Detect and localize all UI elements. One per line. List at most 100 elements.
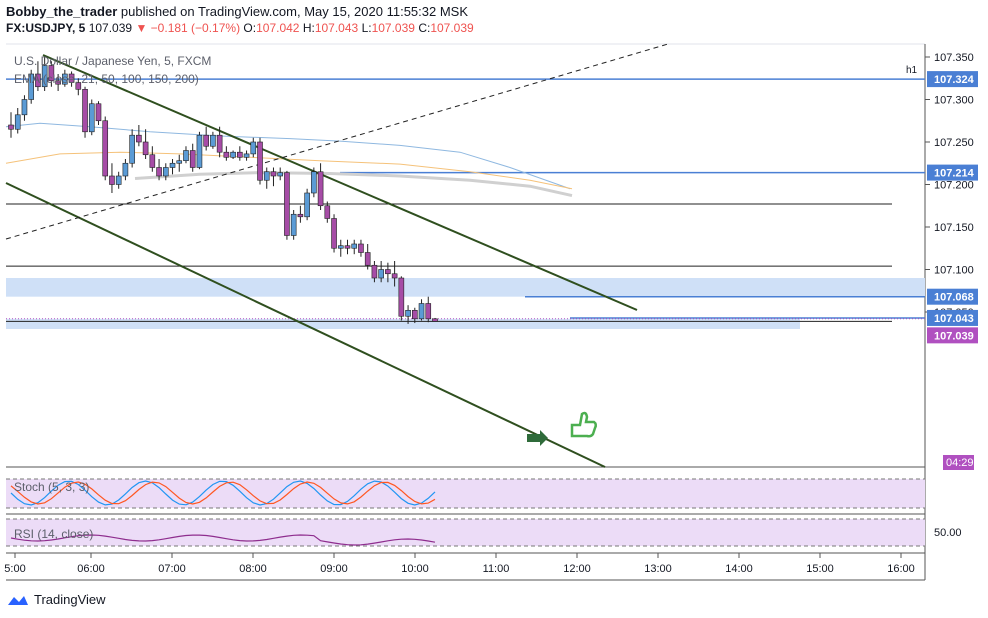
x-tick-label-2: 07:00 <box>158 563 186 575</box>
oscillator-backgrounds <box>6 478 925 547</box>
rsi-legend[interactable]: RSI (14, close) <box>14 527 94 541</box>
low-label: L: <box>361 21 372 35</box>
close-label: C: <box>418 21 431 35</box>
stoch-band <box>6 479 925 508</box>
candle-body-14 <box>102 120 109 177</box>
candle-body-35 <box>243 153 250 158</box>
tradingview-logo[interactable]: TradingView <box>6 592 106 607</box>
candle-body-47 <box>324 205 331 219</box>
dashed-trendline <box>5 43 669 240</box>
candle-body-57 <box>391 273 398 279</box>
candle-body-32 <box>223 151 230 158</box>
candle-body-63 <box>432 318 438 322</box>
thumbs-up-icon <box>570 411 598 438</box>
x-tick-label-8: 13:00 <box>644 563 672 575</box>
price-label-3: 107.043 <box>934 313 974 325</box>
trend-channel[interactable] <box>5 43 669 468</box>
candle-body-36 <box>250 141 257 155</box>
y-axis[interactable]: 107.350 107.300 107.250 107.200 107.150 107.1… <box>906 52 978 539</box>
author-name[interactable]: Bobby_the_trader <box>6 4 118 19</box>
y-tick-label-2: 107.250 <box>934 137 974 149</box>
candle-body-40 <box>277 172 284 177</box>
rsi-tick-label: 50.00 <box>934 527 962 539</box>
candle-body-33 <box>230 151 236 158</box>
candle-body-49 <box>337 245 344 249</box>
candle-body-4 <box>35 73 41 88</box>
candle-body-15 <box>109 175 115 185</box>
countdown-bg <box>943 455 974 470</box>
candle-body-6 <box>48 65 55 82</box>
low-value: 107.039 <box>371 21 415 35</box>
x-tick-label-7: 12:00 <box>563 563 591 575</box>
candle-body-26 <box>183 150 189 161</box>
candle-body-21 <box>149 154 156 168</box>
candle-body-24 <box>169 162 176 168</box>
price-label-4: 107.039 <box>934 330 974 342</box>
candle-body-61 <box>418 303 425 320</box>
channel-upper <box>42 54 638 311</box>
candle-body-39 <box>270 171 277 177</box>
ema-gray <box>134 171 573 198</box>
high-label: H: <box>302 21 315 35</box>
candles <box>8 57 438 324</box>
candle-body-0 <box>8 124 14 130</box>
candle-body-44 <box>304 192 310 218</box>
candle-body-52 <box>358 243 364 253</box>
x-tick-label-4: 09:00 <box>320 563 348 575</box>
chart-frame <box>6 43 926 581</box>
candle-body-18 <box>129 134 135 164</box>
y-tick-label-1: 107.300 <box>934 95 974 107</box>
candle-body-20 <box>142 141 149 156</box>
candle-body-62 <box>425 303 432 320</box>
price-label-0: 107.324 <box>934 74 975 86</box>
candle-body-45 <box>311 171 317 194</box>
last-price: 107.039 <box>88 21 133 35</box>
price-label-bg-1 <box>927 164 978 181</box>
ema-legend[interactable]: EMA (close, 21, 50, 100, 150, 200) <box>14 72 199 86</box>
y-tick-label-4: 107.150 <box>934 222 974 234</box>
price-label-2: 107.068 <box>934 292 974 304</box>
zone-0 <box>6 278 925 297</box>
open-label: O: <box>243 21 257 35</box>
y-tick-label-3: 107.200 <box>934 180 974 192</box>
x-tick-label-5: 10:00 <box>401 563 429 575</box>
candle-body-28 <box>196 134 203 168</box>
candle-body-23 <box>162 167 169 177</box>
candle-body-2 <box>21 99 28 116</box>
candle-body-5 <box>41 65 48 88</box>
candle-body-1 <box>14 114 21 130</box>
x-tick-label-3: 08:00 <box>239 563 267 575</box>
candle-body-60 <box>411 309 418 320</box>
stoch-legend[interactable]: Stoch (5, 3, 3) <box>14 480 90 494</box>
y-tick-label-0: 107.350 <box>934 52 974 64</box>
x-axis[interactable]: 5:00 06:00 07:00 08:00 09:00 10:00 11:00 12:00 1… <box>4 553 915 575</box>
candle-body-29 <box>203 134 209 147</box>
candle-body-43 <box>297 213 304 218</box>
rsi-band <box>6 519 925 546</box>
symbol: FX:USDJPY, 5 <box>6 21 86 35</box>
y-tick-label-5: 107.100 <box>934 265 974 277</box>
candle-body-31 <box>216 134 223 153</box>
published-text: published on TradingView.com, May 15, 20… <box>120 4 469 19</box>
x-tick-label-0: 5:00 <box>4 563 25 575</box>
candle-body-53 <box>364 252 371 266</box>
candle-body-17 <box>122 162 129 177</box>
x-tick-label-11: 16:00 <box>887 563 915 575</box>
rsi-line <box>10 534 436 546</box>
price-label-bg-2 <box>927 288 978 305</box>
candle-body-9 <box>68 73 75 83</box>
candle-body-58 <box>398 277 405 317</box>
open-value: 107.042 <box>256 21 300 35</box>
candle-body-27 <box>189 150 196 168</box>
candle-body-7 <box>55 80 61 85</box>
candle-body-41 <box>284 172 290 236</box>
x-tick-label-10: 15:00 <box>806 563 834 575</box>
arrow-right-icon <box>527 430 548 446</box>
x-tick-label-9: 14:00 <box>725 563 753 575</box>
oscillator-lines <box>10 480 436 546</box>
candle-body-51 <box>351 243 358 249</box>
horizontal-levels[interactable] <box>6 78 925 322</box>
candle-body-25 <box>176 160 183 164</box>
zone-1 <box>6 318 800 329</box>
